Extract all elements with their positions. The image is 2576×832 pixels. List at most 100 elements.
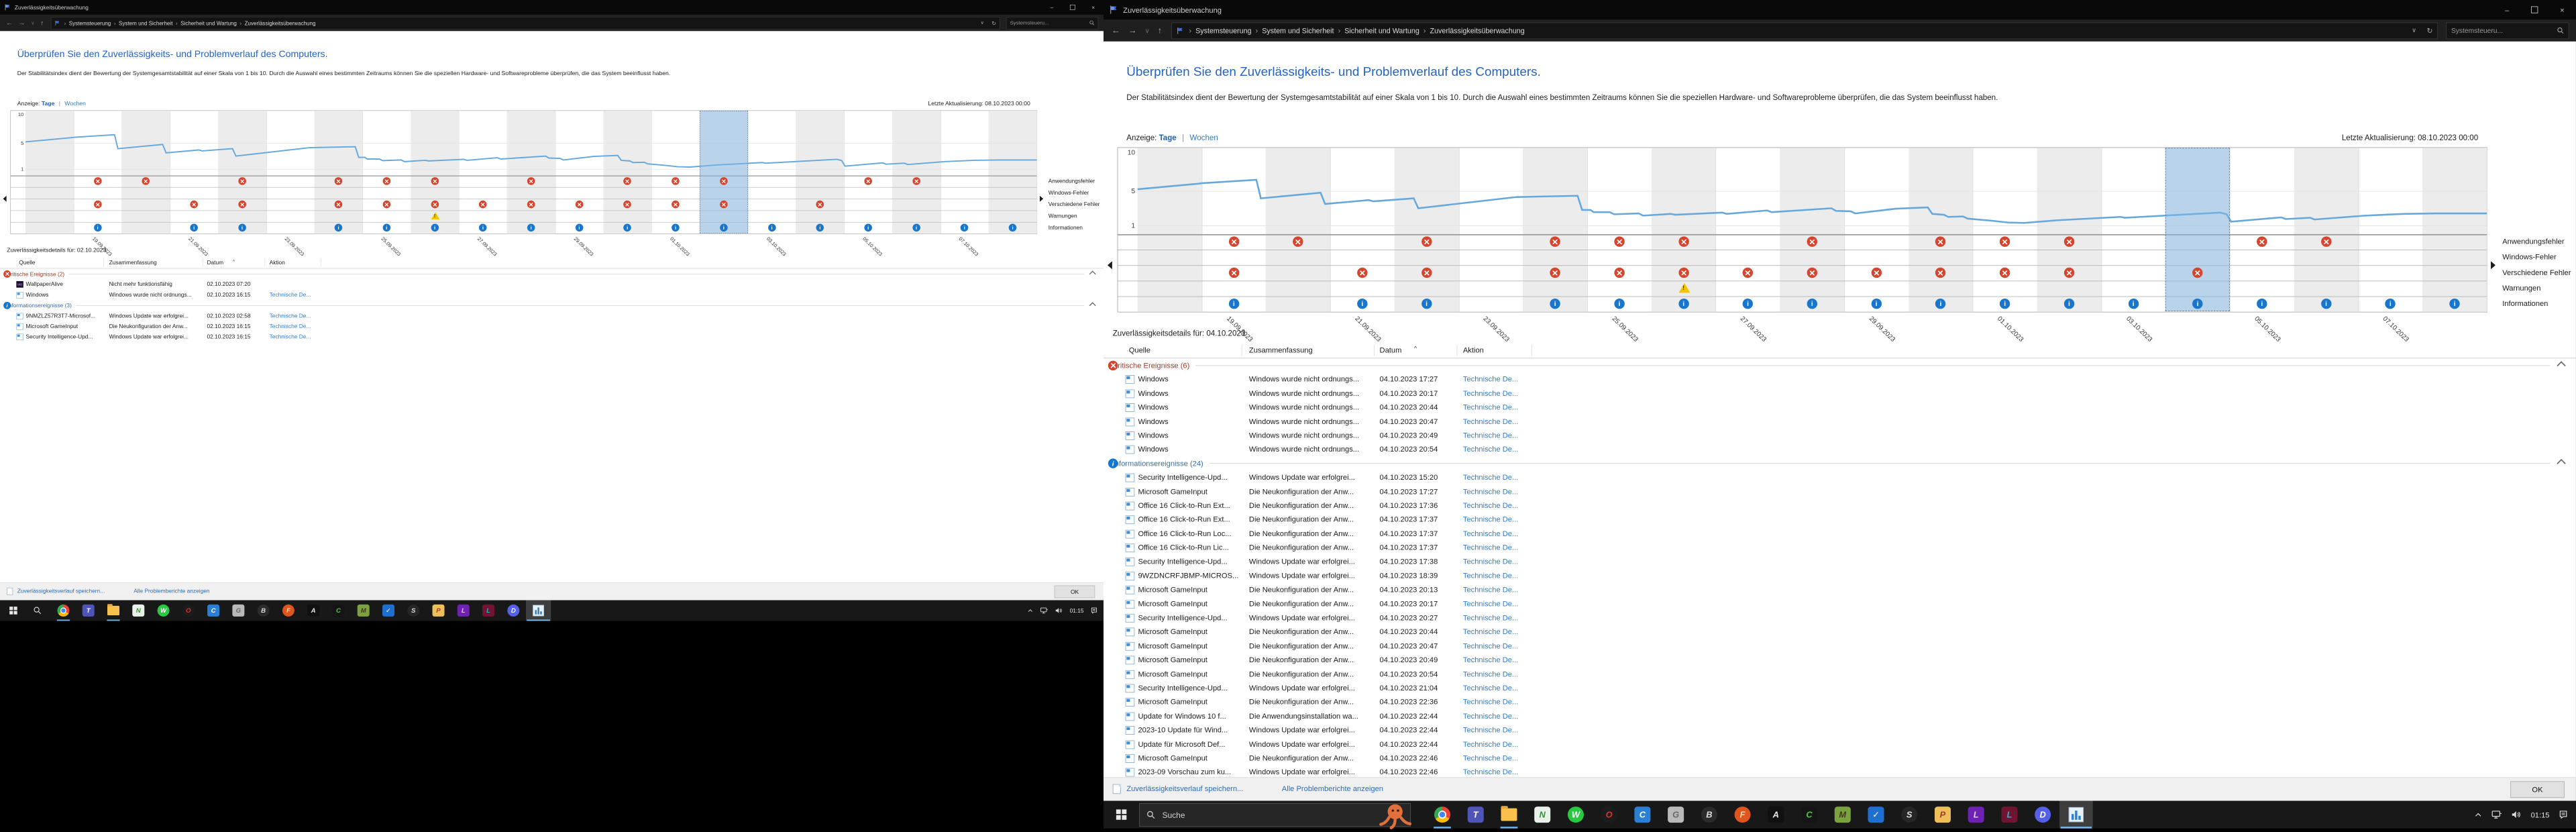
taskbar-icon-notes-app[interactable]: N: [126, 600, 151, 621]
column-header-datum[interactable]: Datum: [207, 259, 224, 266]
volume-icon[interactable]: [1055, 607, 1063, 614]
event-group-row[interactable]: Informationsereignisse (24): [1104, 457, 2576, 471]
chart-day-column[interactable]: [1908, 148, 1974, 312]
taskbar-icon-reliability-monitor[interactable]: [2059, 800, 2093, 829]
taskbar-icon-capture-app[interactable]: C: [201, 600, 225, 621]
forward-button[interactable]: →: [18, 19, 25, 27]
chart-day-column[interactable]: [2165, 148, 2231, 312]
technical-details-link[interactable]: Technische De...: [1462, 403, 1519, 412]
technical-details-link[interactable]: Technische De...: [1462, 445, 1519, 454]
technical-details-link[interactable]: Technische De...: [1462, 515, 1519, 524]
taskbar-icon-minecraft[interactable]: M: [1826, 801, 1860, 829]
table-row[interactable]: Update für Microsoft Def... Windows Updat…: [1104, 737, 2576, 751]
taskbar-icon-llama-purple-app[interactable]: L: [1960, 801, 1993, 829]
table-row[interactable]: Office 16 Click-to-Run Ext... Die Neukonf…: [1104, 499, 2576, 513]
table-row[interactable]: Windows Windows wurde nicht ordnungs... 04…: [1104, 386, 2576, 401]
back-button[interactable]: ←: [1112, 25, 1120, 36]
column-header-quelle[interactable]: Quelle: [19, 259, 36, 266]
technical-details-link[interactable]: Technische De...: [269, 291, 311, 298]
collapse-chevron-icon[interactable]: [2557, 459, 2566, 468]
taskbar-icon-check-app[interactable]: ✓: [376, 600, 400, 621]
taskbar-icon-file-explorer[interactable]: [101, 600, 125, 621]
stability-chart[interactable]: 10 5 1: [10, 110, 1038, 234]
collapse-chevron-icon[interactable]: [1089, 302, 1096, 309]
table-row[interactable]: Update for Windows 10 f... Die Anwendungs…: [1104, 709, 2576, 723]
column-header-quelle[interactable]: Quelle: [1128, 346, 1150, 355]
control-panel-search-input[interactable]: Systemsteueru...: [1006, 16, 1099, 30]
taskbar-search-input[interactable]: Suche: [1139, 802, 1412, 829]
technical-details-link[interactable]: Technische De...: [1462, 571, 1519, 580]
technical-details-link[interactable]: Technische De...: [1462, 529, 1519, 538]
network-icon[interactable]: [1040, 607, 1049, 614]
table-row[interactable]: Security Intelligence-Upd... Windows Upda…: [1104, 470, 2576, 484]
taskbar-icon-wheel-app[interactable]: S: [401, 600, 426, 621]
taskbar-icon-capture-app[interactable]: C: [1626, 801, 1660, 829]
breadcrumb-item-1[interactable]: Systemsteuerung: [68, 19, 111, 26]
table-row[interactable]: wa WallpaperAlive Nicht mehr funktionsfähi…: [0, 279, 1104, 290]
view-days-toggle[interactable]: Tage: [41, 100, 55, 107]
up-button[interactable]: ↑: [1157, 25, 1163, 36]
taskbar-icon-ghost-app[interactable]: G: [226, 600, 251, 621]
taskbar-icon-llama-purple-app[interactable]: L: [451, 600, 476, 621]
table-row[interactable]: Microsoft GameInput Die Neukonfiguration …: [1104, 625, 2576, 639]
chart-day-column[interactable]: [796, 111, 845, 234]
technical-details-link[interactable]: Technische De...: [269, 323, 311, 329]
start-button[interactable]: [1104, 801, 1139, 829]
column-header-zusammenfassung[interactable]: Zusammenfassung: [1248, 346, 1313, 355]
close-button[interactable]: ×: [1091, 4, 1095, 11]
taskbar-icon-helmet-badge-app[interactable]: B: [1693, 801, 1726, 829]
technical-details-link[interactable]: Technische De...: [1462, 613, 1519, 622]
technical-details-link[interactable]: Technische De...: [1462, 585, 1519, 594]
ok-button[interactable]: OK: [1054, 585, 1095, 599]
taskbar-icon-whatsapp[interactable]: W: [151, 600, 176, 621]
table-row[interactable]: Microsoft GameInput Die Neukonfiguration …: [1104, 639, 2576, 653]
save-history-link[interactable]: Zuverlässigkeitsverlauf speichern...: [17, 587, 105, 594]
notification-center-icon[interactable]: [1091, 607, 1097, 614]
collapse-chevron-icon[interactable]: [2557, 360, 2566, 370]
technical-details-link[interactable]: Technische De...: [1462, 543, 1519, 552]
close-button[interactable]: ×: [2560, 5, 2565, 15]
table-row[interactable]: Microsoft GameInput Die Neukonfiguration …: [1104, 695, 2576, 709]
chart-day-column[interactable]: [988, 111, 1038, 234]
clock[interactable]: 01:15: [1069, 607, 1084, 614]
technical-details-link[interactable]: Technische De...: [1462, 599, 1519, 608]
volume-icon[interactable]: [2511, 810, 2521, 819]
taskbar-icon-teams[interactable]: T: [1459, 801, 1493, 829]
table-row[interactable]: Security Intelligence-Upd... Windows Upda…: [0, 331, 1104, 342]
table-row[interactable]: Office 16 Click-to-Run Ext... Die Neukonf…: [1104, 513, 2576, 527]
technical-details-link[interactable]: Technische De...: [1462, 501, 1519, 510]
breadcrumb-item-3[interactable]: Sicherheit und Wartung: [180, 19, 237, 26]
taskbar-icon-discord[interactable]: D: [501, 600, 526, 621]
start-button[interactable]: [0, 600, 27, 621]
technical-details-link[interactable]: Technische De...: [1462, 417, 1519, 426]
taskbar-icon-flame-app[interactable]: F: [1726, 801, 1760, 829]
table-row[interactable]: 2023-10 Update für Wind... Windows Update…: [1104, 723, 2576, 737]
breadcrumb-item-2[interactable]: System und Sicherheit: [1262, 26, 1334, 35]
clock[interactable]: 01:15: [2530, 810, 2550, 819]
chart-day-column[interactable]: [2037, 148, 2102, 312]
address-dropdown-chevron-icon[interactable]: ∨: [2412, 26, 2417, 34]
taskbar-icon-wheel-app[interactable]: S: [1892, 801, 1926, 829]
technical-details-link[interactable]: Technische De...: [1462, 725, 1519, 735]
breadcrumb-item-4[interactable]: Zuverlässigkeitsüberwachung: [1430, 26, 1525, 35]
taskbar-icon-notes-app[interactable]: N: [1525, 801, 1559, 829]
chart-day-column[interactable]: [892, 111, 941, 234]
breadcrumb-item-3[interactable]: Sicherheit und Wartung: [1344, 26, 1419, 35]
up-button[interactable]: ↑: [40, 19, 44, 27]
chart-day-column[interactable]: [218, 111, 267, 234]
table-row[interactable]: Microsoft GameInput Die Neukonfiguration …: [1104, 597, 2576, 611]
recent-pages-chevron-icon[interactable]: ∨: [1144, 27, 1150, 35]
chart-day-column[interactable]: [603, 111, 652, 234]
refresh-icon[interactable]: ↻: [991, 19, 997, 26]
breadcrumb-item-4[interactable]: Zuverlässigkeitsüberwachung: [244, 19, 316, 26]
event-group-row[interactable]: Kritische Ereignisse (2): [0, 268, 1104, 279]
chart-day-column[interactable]: [2422, 148, 2487, 312]
taskbar-icon-whatsapp[interactable]: W: [1559, 801, 1593, 829]
chart-day-column[interactable]: [1523, 148, 1588, 312]
back-button[interactable]: ←: [5, 19, 13, 27]
view-all-reports-link[interactable]: Alle Problemberichte anzeigen: [133, 587, 210, 594]
table-row[interactable]: Windows Windows wurde nicht ordnungs... 04…: [1104, 401, 2576, 415]
table-row[interactable]: 9NMZLZ57R3T7-Microsof... Windows Update w…: [0, 311, 1104, 321]
forward-button[interactable]: →: [1128, 25, 1137, 36]
view-days-toggle[interactable]: Tage: [1159, 133, 1177, 142]
